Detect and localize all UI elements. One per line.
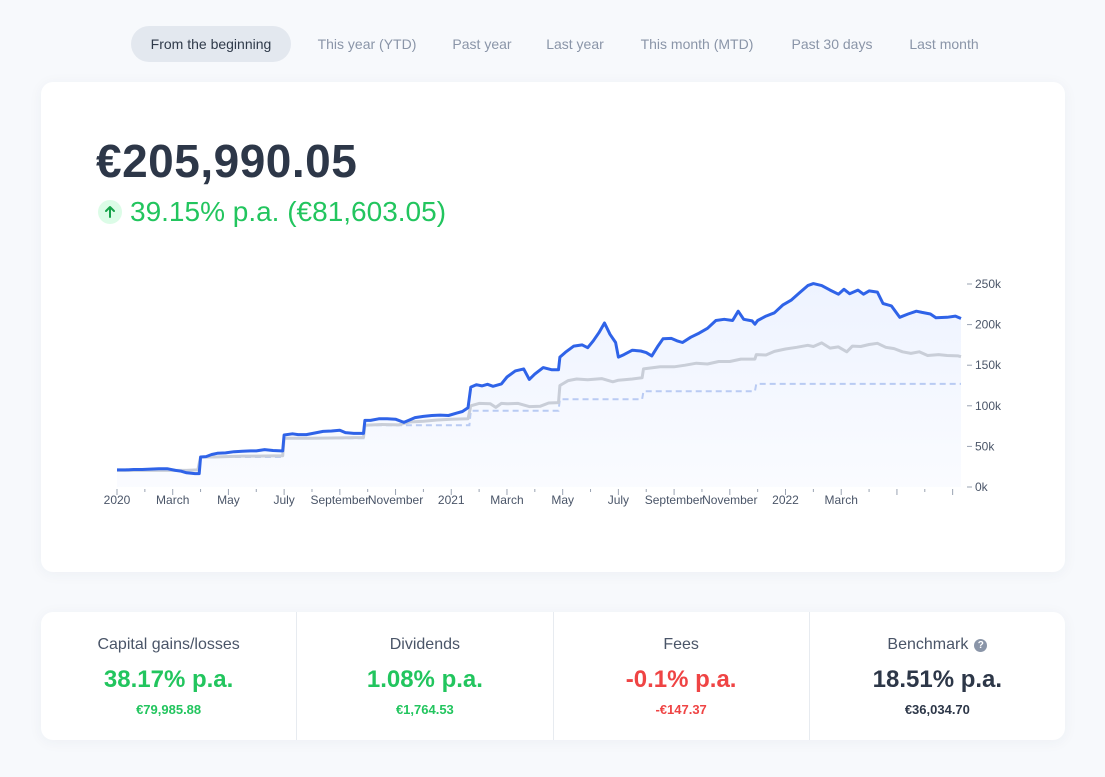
- portfolio-gain: 39.15% p.a. (€81,603.05): [98, 195, 446, 229]
- arrow-up-icon: [98, 200, 122, 224]
- portfolio-line: [117, 282, 962, 476]
- stat-fees: Fees -0.1% p.a. -€147.37: [554, 612, 810, 740]
- stat-label: Dividends: [389, 636, 460, 653]
- stat-amount: €36,034.70: [904, 702, 970, 717]
- x-tick-label: July: [273, 493, 294, 507]
- performance-card: €205,990.05 39.15% p.a. (€81,603.05) 250…: [41, 82, 1065, 572]
- x-tick-label: November: [368, 493, 423, 507]
- x-tick-label: July: [608, 493, 629, 507]
- tab-last-month[interactable]: Last month: [909, 36, 979, 52]
- stats-panel: Capital gains/losses 38.17% p.a. €79,985…: [41, 612, 1065, 740]
- stat-capital-gains: Capital gains/losses 38.17% p.a. €79,985…: [41, 612, 298, 740]
- y-tick-label: 0k: [975, 480, 989, 494]
- tab-this-year-ytd[interactable]: This year (YTD): [317, 36, 417, 52]
- stat-value: 1.08% p.a.: [366, 666, 483, 693]
- tab-from-the-beginning[interactable]: From the beginning: [131, 26, 291, 62]
- stat-label: Capital gains/losses: [97, 636, 240, 653]
- x-tick-label: September: [645, 493, 704, 507]
- y-tick-label: 50k: [975, 439, 995, 453]
- x-tick-label: May: [217, 493, 240, 507]
- tab-past-year[interactable]: Past year: [452, 36, 512, 52]
- benchmark-label: Benchmark: [887, 636, 969, 653]
- tab-last-year[interactable]: Last year: [546, 36, 604, 52]
- stat-benchmark: Benchmark ? 18.51% p.a. €36,034.70: [810, 612, 1065, 740]
- x-tick-label: November: [702, 493, 757, 507]
- stat-amount: €1,764.53: [395, 702, 454, 717]
- gain-text: 39.15% p.a. (€81,603.05): [130, 196, 447, 227]
- stat-label: Fees: [663, 636, 699, 653]
- y-tick-label: 200k: [975, 318, 1002, 332]
- stat-label: Benchmark ?: [810, 636, 1065, 654]
- x-tick-label: May: [551, 493, 574, 507]
- stat-value: -0.1% p.a.: [625, 666, 737, 693]
- invested-line: [117, 382, 961, 472]
- y-tick-label: 100k: [975, 399, 1002, 413]
- portfolio-chart[interactable]: 250k 200k 150k 100k 50k 0k 2020 March May July Sep…: [41, 82, 1065, 572]
- portfolio-area: [117, 283, 961, 487]
- x-tick-label: March: [490, 493, 523, 507]
- stat-amount: €79,985.88: [136, 702, 202, 717]
- x-tick-label: March: [825, 493, 858, 507]
- help-circle-icon[interactable]: ?: [974, 638, 988, 652]
- x-tick-label: 2020: [104, 493, 131, 507]
- tab-this-month-mtd[interactable]: This month (MTD): [640, 36, 754, 52]
- tab-past-30-days[interactable]: Past 30 days: [791, 36, 873, 52]
- period-tabs: From the beginning This year (YTD) Past …: [0, 26, 1105, 62]
- benchmark-line: [117, 341, 962, 472]
- x-tick-label: March: [156, 493, 189, 507]
- portfolio-total-value: €205,990.05: [96, 135, 358, 187]
- y-tick-label: 250k: [975, 277, 1002, 291]
- y-tick-label: 150k: [975, 358, 1002, 372]
- stat-dividends: Dividends 1.08% p.a. €1,764.53: [297, 612, 554, 740]
- stat-value: 38.17% p.a.: [103, 666, 234, 693]
- stat-value: 18.51% p.a.: [872, 666, 1003, 693]
- x-tick-label: 2021: [438, 493, 465, 507]
- x-tick-label: September: [310, 493, 369, 507]
- x-tick-label: 2022: [772, 493, 799, 507]
- stat-amount: -€147.37: [655, 702, 707, 717]
